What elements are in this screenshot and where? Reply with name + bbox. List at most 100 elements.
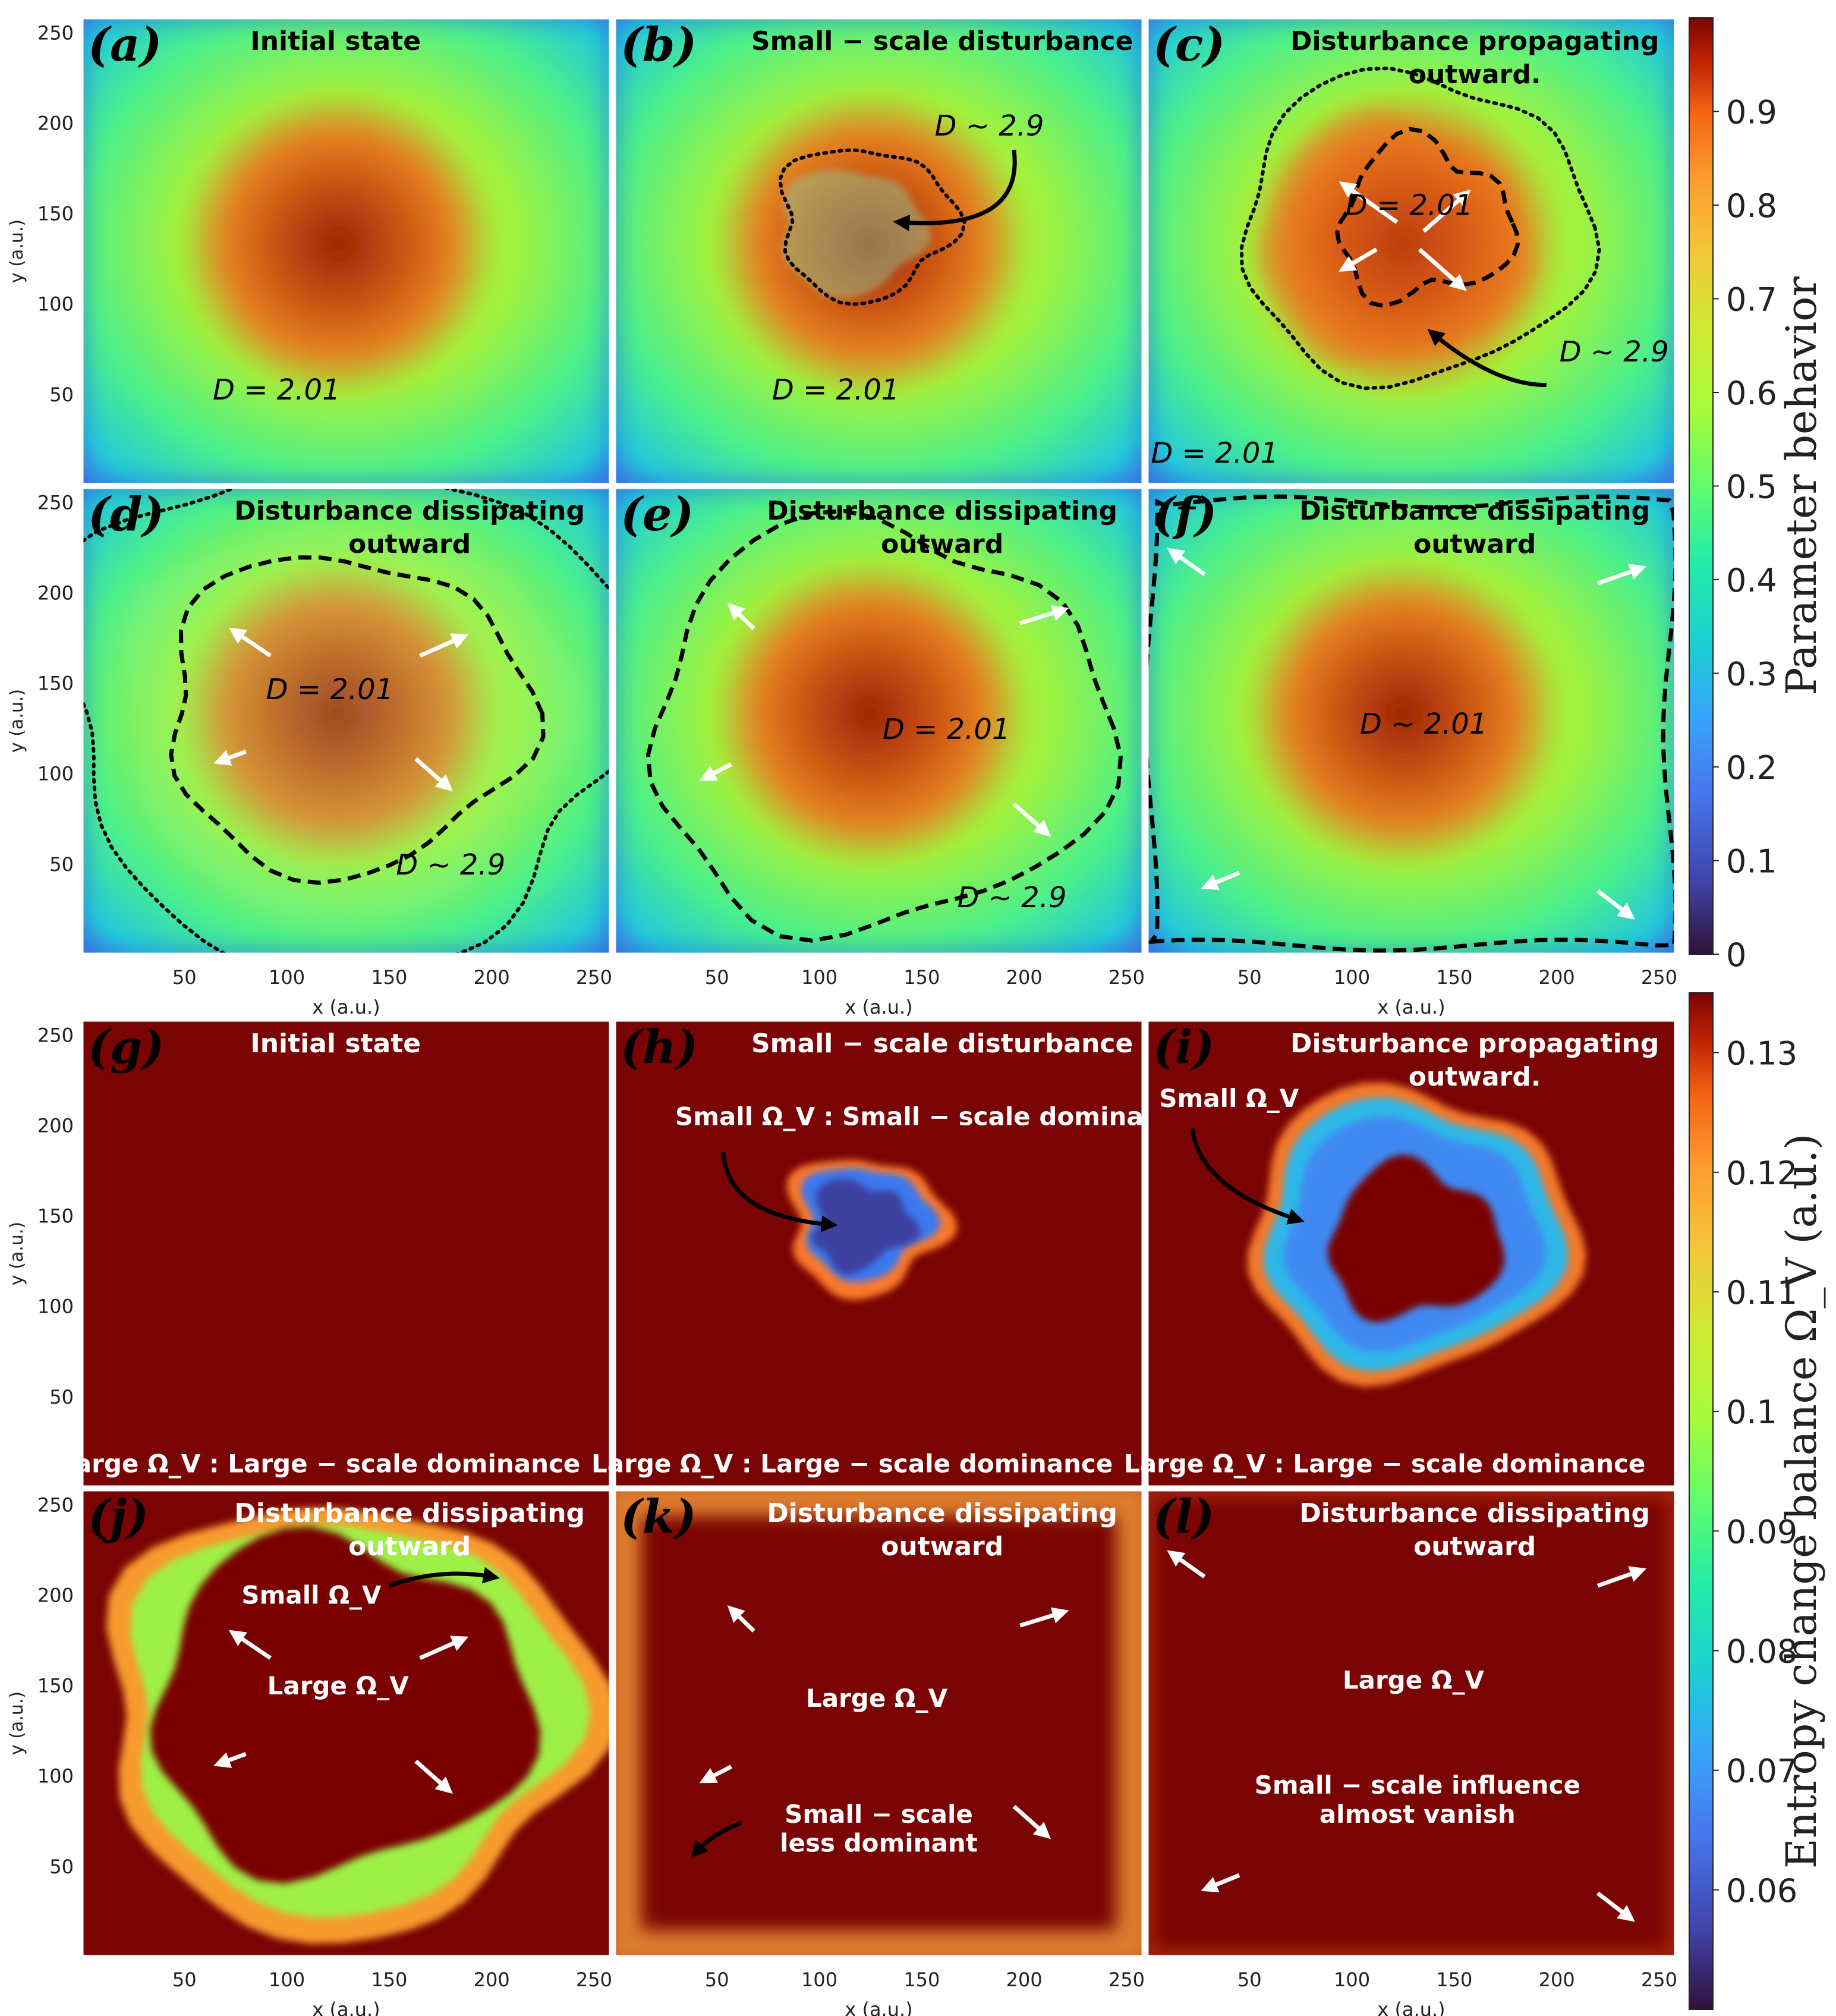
- y-tick-label: 150: [37, 203, 74, 225]
- x-tick-label: 250: [1108, 966, 1145, 989]
- annotation-a-0: D = 2.01: [213, 373, 341, 407]
- colorbar-tick-label: 0: [1726, 936, 1746, 974]
- x-tick-label: 200: [1539, 966, 1575, 989]
- colorbar-tick-label: 0.13: [1726, 1035, 1797, 1073]
- x-tick-label: 50: [705, 966, 729, 989]
- panel-title-c: outward.: [1409, 59, 1541, 90]
- arrows-f: [1167, 548, 1647, 920]
- colorbar-tick-label: 0.12: [1726, 1155, 1797, 1192]
- panel-label-h: (h): [621, 1020, 698, 1074]
- axes-k: 50 100 150 200 250 x (a.u.): [705, 1968, 1145, 2016]
- disturbance-texture: [782, 169, 931, 299]
- x-tick-label: 200: [1006, 1968, 1043, 1991]
- y-tick-label: 200: [37, 1114, 74, 1137]
- contour-dashed: [169, 555, 546, 885]
- panel-title-i: Disturbance propagating: [1290, 1029, 1659, 1059]
- axes-g: 50 100 150 200 250 y (a.u.): [7, 1024, 74, 1408]
- y-axis-label: y (a.u.): [7, 689, 27, 753]
- x-tick-label: 150: [371, 966, 407, 989]
- arrow-sw: [1339, 247, 1378, 272]
- y-tick-label: 200: [37, 581, 74, 604]
- annotation-l-2: almost vanish: [1319, 1800, 1516, 1829]
- panel-title-j: outward: [348, 1531, 471, 1562]
- panel-title-i: outward.: [1409, 1062, 1541, 1092]
- annotation-j-0: Small Ω_V: [241, 1581, 381, 1610]
- x-tick-label: 250: [1641, 1968, 1677, 1991]
- contour-dotted: [1239, 66, 1601, 391]
- colorbar-tick-label: 0.1: [1726, 1394, 1777, 1431]
- arrow-sw: [1201, 1873, 1240, 1892]
- arrow-ne: [1019, 1607, 1069, 1628]
- annotation-e-1: D ∼ 2.9: [957, 881, 1066, 914]
- panel-title-c: Disturbance propagating: [1290, 26, 1659, 56]
- arrow-ne: [1422, 189, 1471, 233]
- annotation-k-1: Small − scale: [785, 1800, 973, 1829]
- x-tick-label: 150: [1436, 966, 1472, 989]
- arrow-nw: [228, 627, 272, 658]
- contour-dotted: [82, 488, 610, 954]
- panel-frame: [1145, 486, 1677, 956]
- arrow-ne: [1596, 1566, 1647, 1588]
- colorbar-tick-label: 0.9: [1726, 94, 1777, 131]
- x-tick-label: 250: [576, 1968, 612, 1991]
- contour-dotted: [778, 148, 966, 306]
- heatmap-i: [1147, 1020, 1676, 1487]
- x-tick-label: 200: [1539, 1968, 1575, 1991]
- heatmap-l: [1147, 1490, 1676, 1957]
- panel-label-j: (j): [88, 1490, 149, 1544]
- colorbar-tick-label: 0.3: [1726, 656, 1777, 693]
- arrows-d: [213, 627, 469, 792]
- contours-d: [82, 488, 610, 954]
- x-tick-label: 50: [172, 1968, 197, 1991]
- x-axis-label: x (a.u.): [312, 1998, 380, 2016]
- x-tick-label: 100: [269, 966, 305, 989]
- panel-title-k: outward: [881, 1531, 1003, 1562]
- annotation-b-0: D ∼ 2.9: [935, 109, 1044, 143]
- contour-dashed: [1147, 494, 1676, 953]
- curved-arrow: [691, 1820, 742, 1858]
- x-tick-label: 50: [172, 966, 197, 989]
- x-tick-label: 250: [576, 966, 612, 989]
- axes-f: 50 100 150 200 250 x (a.u.): [1237, 966, 1677, 1018]
- contours-b: [778, 148, 966, 306]
- y-axis-label: y (a.u.): [7, 1691, 27, 1755]
- annotation-g-0: Large Ω_V : Large − scale dominance: [59, 1449, 580, 1479]
- panel-label-g: (g): [88, 1020, 164, 1074]
- x-tick-label: 150: [1436, 1968, 1472, 1991]
- x-tick-label: 200: [474, 966, 510, 989]
- heatmap-core: [179, 90, 497, 398]
- colorbar-gradient: [1689, 992, 1714, 2010]
- x-tick-label: 100: [1334, 1968, 1370, 1991]
- x-tick-label: 50: [1237, 1968, 1262, 1991]
- axes-e: 50 100 150 200 250 x (a.u.): [705, 966, 1145, 1018]
- panel-grid: (a) Initial state D = 2.01 50 100 150 200 250 y …: [7, 16, 1677, 2016]
- colorbars: 0 0.1 0.2 0.3 0.4 0.5 0.6 0.7 0.8 0.9 Parameter be…: [1689, 17, 1826, 2010]
- arrow-nw: [228, 1630, 272, 1660]
- panel-title-e: outward: [881, 529, 1003, 559]
- heatmap-background: [615, 1490, 1143, 1957]
- y-tick-label: 150: [37, 1205, 74, 1228]
- y-tick-label: 250: [37, 1024, 74, 1046]
- panel-title-h: Small − scale disturbance: [751, 1029, 1133, 1059]
- colorbar-tick-label: 0.4: [1726, 562, 1777, 599]
- y-tick-label: 150: [37, 1675, 74, 1697]
- panel-b: (b) Small − scale disturbance D ∼ 2.9 D = 2…: [613, 16, 1145, 486]
- y-tick-label: 50: [49, 853, 74, 876]
- panel-label-e: (e): [621, 488, 694, 542]
- colorbar-tick-label: 0.5: [1726, 468, 1777, 506]
- panel-frame: [613, 16, 1145, 486]
- colorbar-tick-label: 0.09: [1726, 1513, 1797, 1550]
- heatmap-e: [615, 488, 1143, 954]
- panel-h: (h) Small − scale disturbance Small Ω_V : …: [591, 1018, 1193, 1489]
- y-tick-label: 200: [37, 112, 74, 134]
- x-tick-label: 50: [1237, 966, 1262, 989]
- y-tick-label: 50: [49, 1855, 74, 1878]
- x-tick-label: 100: [269, 1968, 305, 1991]
- curved-arrow: [1427, 329, 1547, 388]
- arrows-b: [893, 149, 1017, 231]
- x-tick-label: 50: [705, 1968, 729, 1991]
